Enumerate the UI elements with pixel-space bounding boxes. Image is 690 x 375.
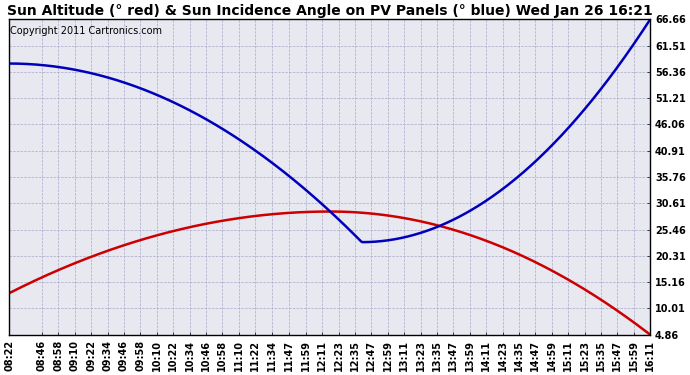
Title: Sun Altitude (° red) & Sun Incidence Angle on PV Panels (° blue) Wed Jan 26 16:2: Sun Altitude (° red) & Sun Incidence Ang… bbox=[7, 4, 653, 18]
Text: Copyright 2011 Cartronics.com: Copyright 2011 Cartronics.com bbox=[10, 26, 162, 36]
